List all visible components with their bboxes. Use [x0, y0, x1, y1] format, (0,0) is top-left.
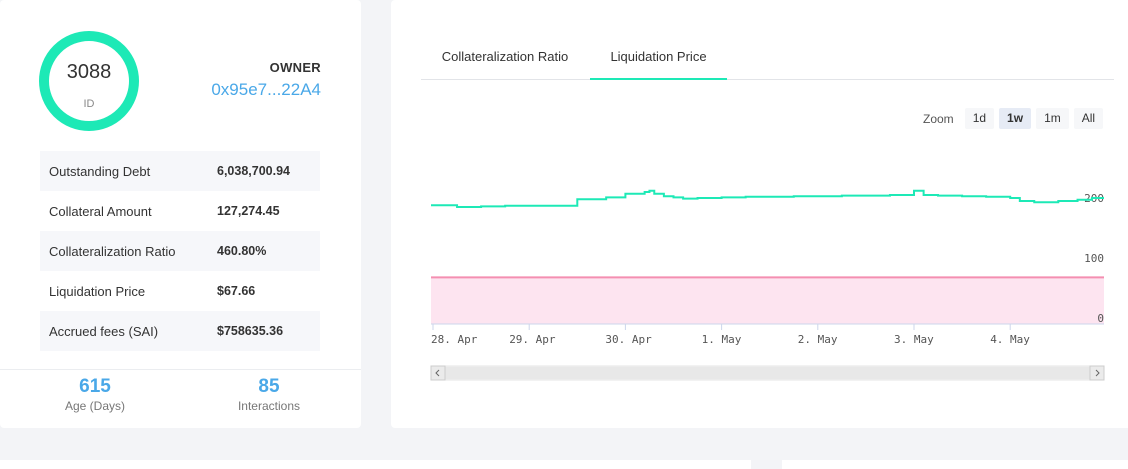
- age-label: Age (Days): [64, 399, 126, 413]
- lower-card-right: [782, 460, 1128, 469]
- tab-liquidation-price[interactable]: Liquidation Price: [590, 38, 727, 80]
- x-tick-label: 30. Apr: [605, 333, 652, 346]
- chart-tabs: Collateralization Ratio Liquidation Pric…: [421, 38, 1114, 80]
- stat-label: Collateralization Ratio: [49, 243, 176, 259]
- zoom-1w-button[interactable]: 1w: [999, 108, 1032, 129]
- zoom-1d-button[interactable]: 1d: [964, 108, 995, 129]
- stat-row-liquidation-price: Liquidation Price $67.66: [40, 271, 320, 311]
- x-tick-label: 29. Apr: [509, 333, 556, 346]
- stat-label: Accrued fees (SAI): [49, 323, 159, 339]
- stat-label: Collateral Amount: [49, 203, 152, 219]
- interactions-value: 85: [258, 376, 280, 397]
- navigator-scrollbar-thumb: [445, 367, 1090, 379]
- liquidation-price-chart: 28. Apr 29. Apr 30. Apr 1. May 2. May 3. May 4…: [430, 189, 1105, 381]
- stat-value: $758635.36: [217, 324, 284, 338]
- liquidation-price-area: [431, 277, 1104, 324]
- stat-row-accrued-fees: Accrued fees (SAI) $758635.36: [40, 311, 320, 351]
- owner-label: OWNER: [269, 60, 321, 75]
- interactions-label: Interactions: [237, 399, 301, 413]
- vault-id-label: ID: [83, 98, 95, 110]
- owner-address-link[interactable]: 0x95e7...22A4: [211, 80, 321, 99]
- chevron-left-icon: [435, 369, 440, 377]
- x-tick-label: 4. May: [990, 333, 1030, 346]
- interactions-stat: 85 Interactions: [209, 376, 329, 413]
- stat-label: Liquidation Price: [49, 283, 146, 299]
- stat-value: 6,038,700.94: [217, 164, 290, 178]
- stat-row-collateral-amount: Collateral Amount 127,274.45: [40, 191, 320, 231]
- chart-card: Collateralization Ratio Liquidation Pric…: [391, 0, 1128, 428]
- zoom-1m-button[interactable]: 1m: [1036, 108, 1069, 129]
- zoom-all-button[interactable]: All: [1073, 108, 1104, 129]
- zoom-controls: Zoom 1d 1w 1m All: [923, 108, 1104, 129]
- x-tick-label: 3. May: [894, 333, 934, 346]
- stat-row-outstanding-debt: Outstanding Debt 6,038,700.94: [40, 151, 320, 191]
- y-tick-label: 100: [1084, 252, 1104, 265]
- vault-summary-card: 3088 ID OWNER 0x95e7...22A4 Outstanding …: [0, 0, 361, 428]
- x-tick-label: 28. Apr: [431, 333, 478, 346]
- tab-collateralization-ratio[interactable]: Collateralization Ratio: [441, 49, 569, 64]
- zoom-label: Zoom: [923, 111, 954, 126]
- y-tick-label: 0: [1097, 312, 1104, 325]
- footer-divider: [0, 369, 361, 370]
- collateral-price-series-line: [431, 189, 1104, 208]
- vault-stats-table: Outstanding Debt 6,038,700.94 Collateral…: [40, 151, 320, 351]
- navigator-scroll-left-button: [430, 365, 446, 381]
- stat-label: Outstanding Debt: [49, 163, 151, 179]
- vault-id-ring: 3088 ID: [39, 31, 139, 131]
- x-tick-label: 2. May: [798, 333, 838, 346]
- vault-id-number: 3088: [66, 61, 112, 83]
- chevron-right-icon: [1095, 369, 1100, 377]
- stat-row-collateralization-ratio: Collateralization Ratio 460.80%: [40, 231, 320, 271]
- x-tick-label: 1. May: [702, 333, 742, 346]
- stat-value: $67.66: [217, 284, 256, 298]
- navigator-scroll-right-button: [1089, 365, 1105, 381]
- age-value: 615: [79, 376, 111, 397]
- lower-card-left: [0, 460, 751, 469]
- stat-value: 460.80%: [217, 244, 267, 258]
- stat-value: 127,274.45: [217, 204, 280, 218]
- age-stat: 615 Age (Days): [35, 376, 155, 413]
